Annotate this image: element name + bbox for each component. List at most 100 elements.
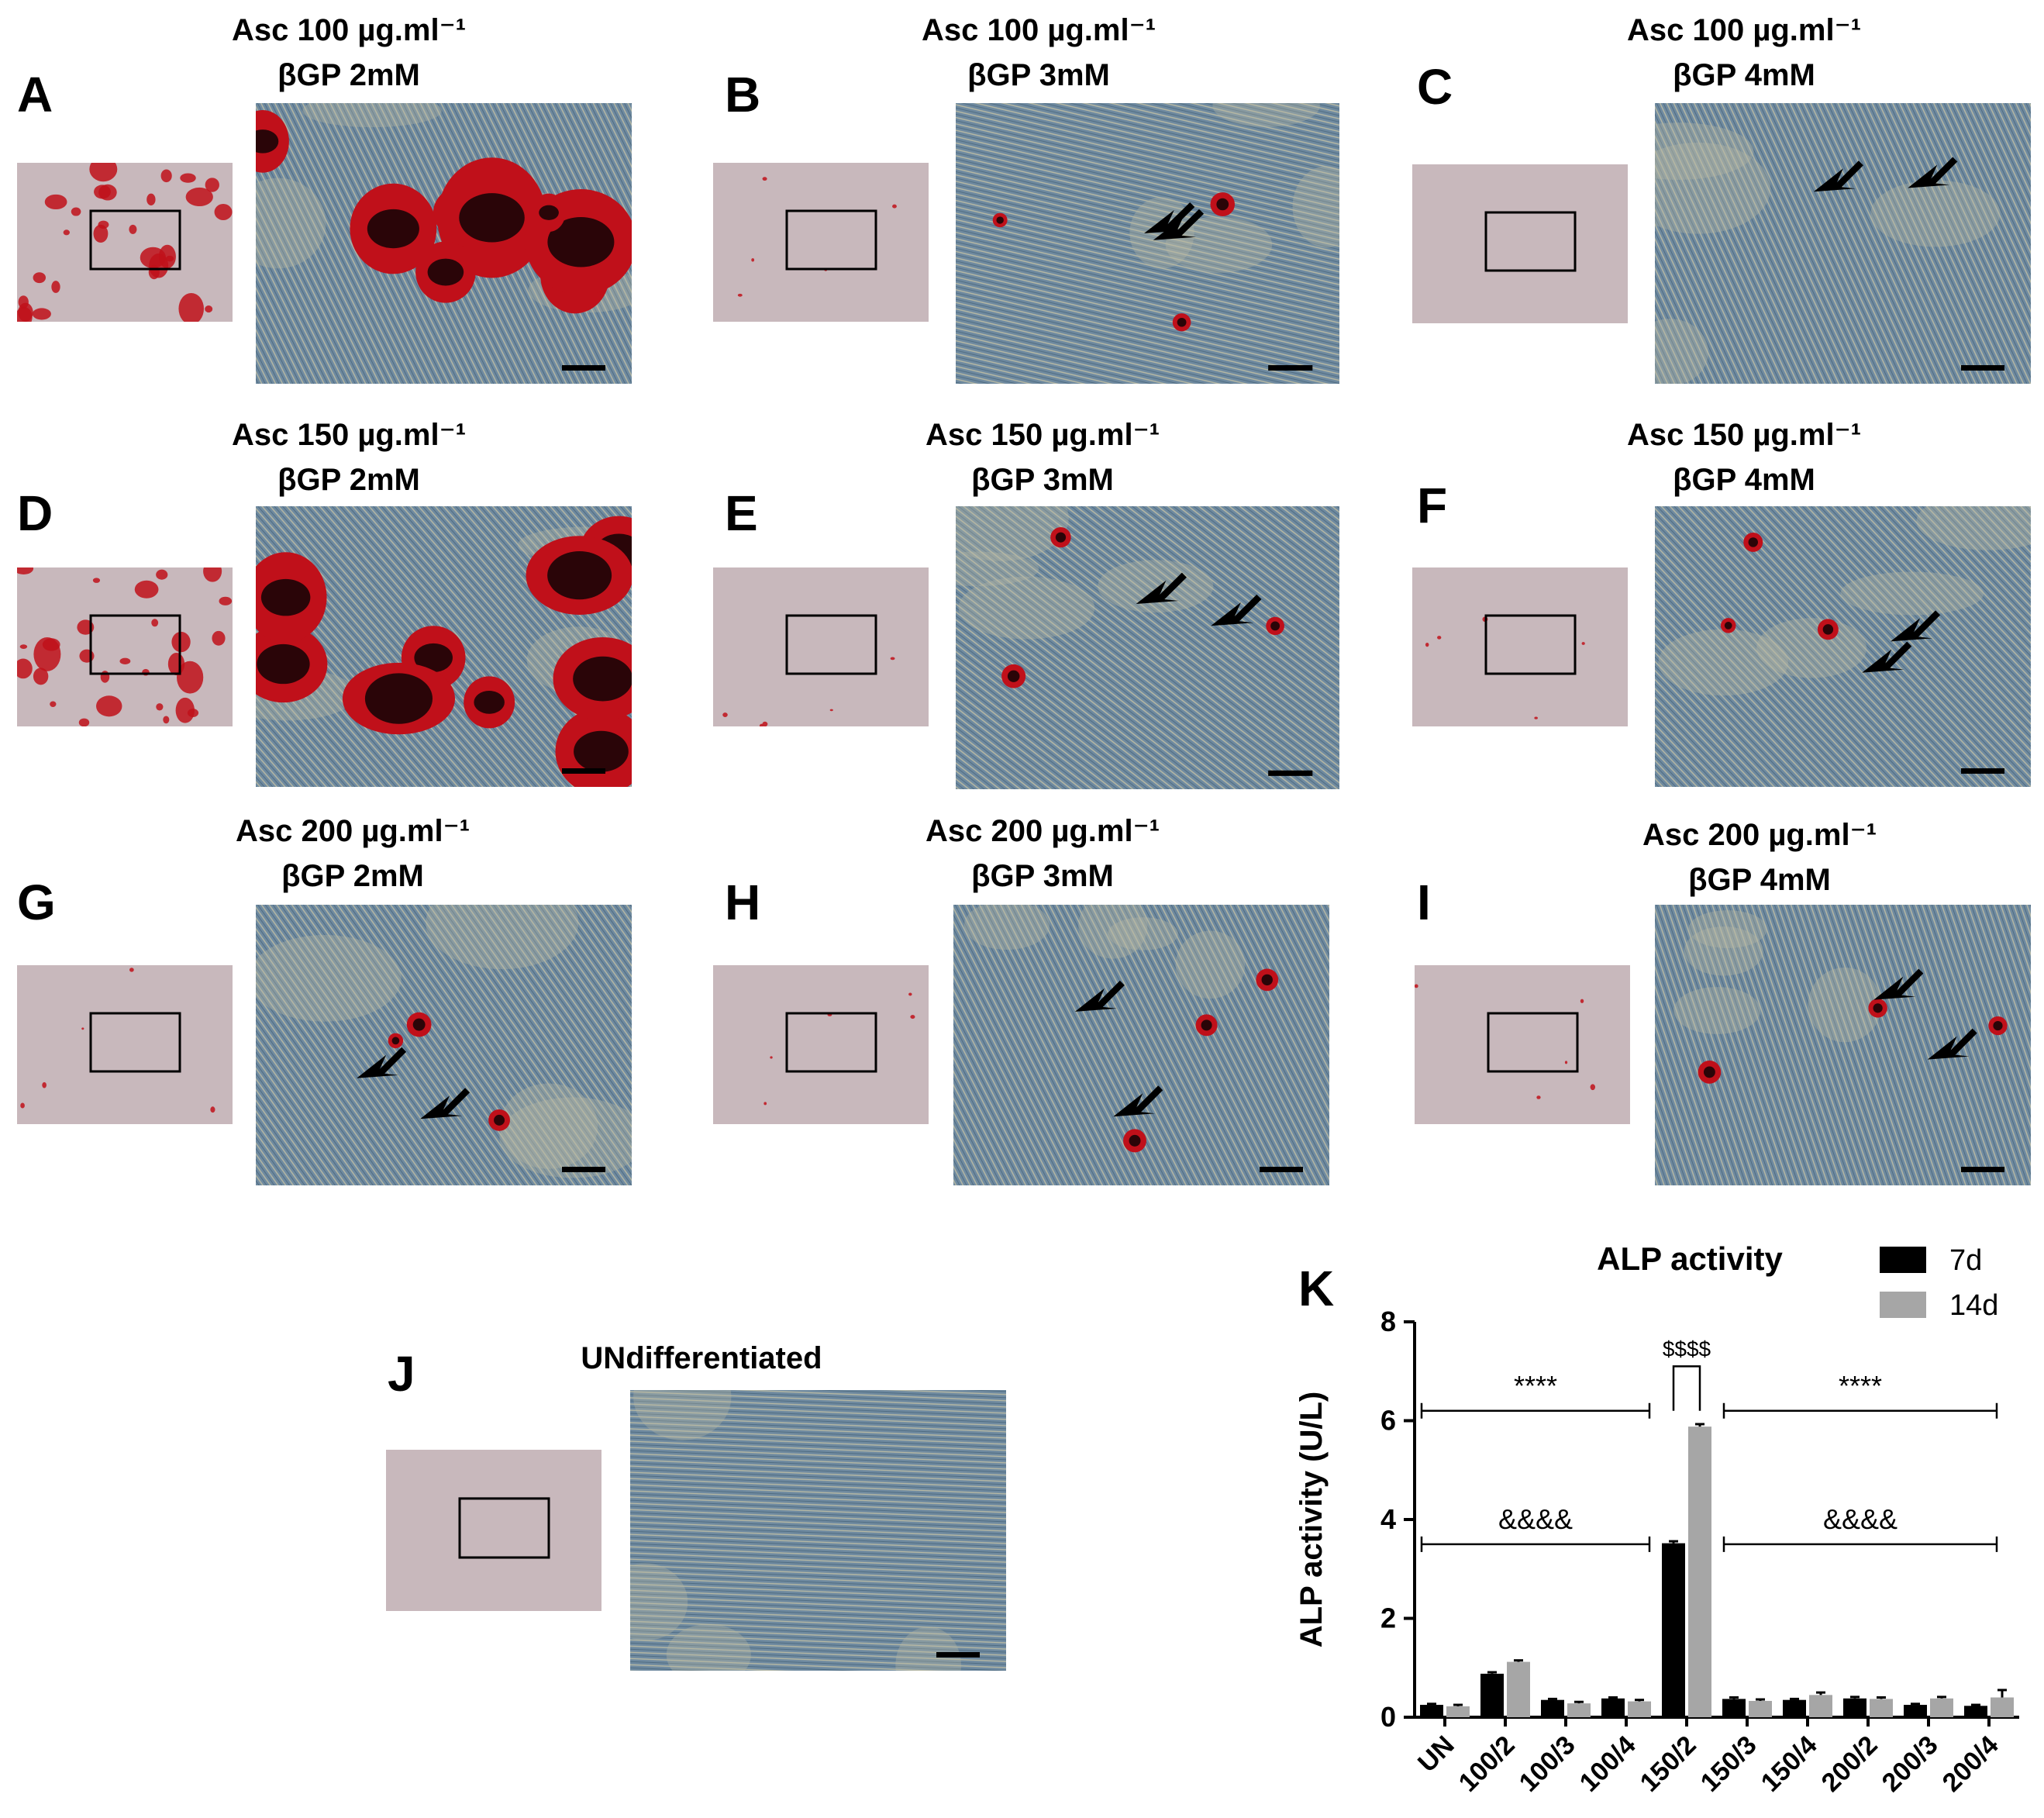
y-tick-label: 4 (1380, 1503, 1396, 1535)
significance-dollar: $$$$ (1663, 1337, 1711, 1361)
y-axis-label: ALP activity (U/L) (1294, 1392, 1329, 1647)
panel-title-f: Asc 150 µg.ml⁻¹ βGP 4mM (1542, 412, 1946, 502)
bar-14d-150/3 (1749, 1700, 1772, 1717)
x-tick-label: 200/3 (1877, 1730, 1944, 1798)
bar-7d-150/4 (1783, 1699, 1806, 1717)
x-tick-label: 150/3 (1695, 1730, 1763, 1798)
panel-letter-e: E (725, 485, 758, 541)
panel-title-e: Asc 150 µg.ml⁻¹ βGP 3mM (841, 412, 1244, 502)
panel-title-j: UNdifferentiated (500, 1336, 903, 1381)
significance-amp-right: &&&& (1823, 1503, 1898, 1535)
micrograph-high-mag (953, 905, 1329, 1185)
y-tick-label: 6 (1380, 1405, 1396, 1437)
significance-amp-left: &&&& (1498, 1503, 1573, 1535)
panel-title-asc: Asc 150 µg.ml⁻¹ (231, 418, 467, 452)
panel-letter-k: K (1298, 1261, 1335, 1316)
panel-title-bgp: βGP 4mM (1673, 463, 1815, 497)
bar-7d-150/3 (1722, 1699, 1746, 1717)
legend-label-7d: 7d (1949, 1244, 1982, 1277)
y-tick-label: 2 (1380, 1602, 1396, 1634)
bar-14d-UN (1446, 1706, 1470, 1717)
panel-title-undiff: UNdifferentiated (581, 1341, 822, 1375)
y-tick-label: 8 (1380, 1306, 1396, 1337)
micrograph-low-mag (17, 163, 233, 322)
significance-stars-left: **** (1514, 1370, 1557, 1402)
panel-title-asc: Asc 200 µg.ml⁻¹ (235, 814, 470, 848)
panel-title-a: Asc 100 µg.ml⁻¹ βGP 2mM (147, 8, 550, 98)
bar-7d-200/3 (1904, 1705, 1927, 1717)
panel-letter-b: B (725, 67, 761, 122)
panel-letter-c: C (1417, 59, 1453, 115)
x-tick-label: 200/4 (1937, 1730, 2004, 1798)
micrograph-high-mag (956, 506, 1339, 789)
panel-title-c: Asc 100 µg.ml⁻¹ βGP 4mM (1542, 8, 1946, 98)
bar-7d-200/4 (1964, 1706, 1987, 1717)
significance-stars-right: **** (1839, 1370, 1882, 1402)
bar-14d-150/2 (1688, 1426, 1711, 1717)
panel-title-asc: Asc 100 µg.ml⁻¹ (231, 13, 467, 47)
legend-label-14d: 14d (1949, 1289, 1998, 1322)
panel-title-asc: Asc 150 µg.ml⁻¹ (1626, 418, 1862, 452)
legend-swatch-7d (1880, 1247, 1926, 1273)
panel-letter-h: H (725, 875, 761, 930)
x-tick-label: 150/4 (1756, 1730, 1823, 1798)
panel-letter-a: A (17, 67, 53, 122)
bar-7d-200/2 (1843, 1698, 1866, 1717)
x-tick-label: 100/3 (1514, 1730, 1581, 1798)
panel-title-asc: Asc 100 µg.ml⁻¹ (1626, 13, 1862, 47)
micrograph-low-mag (713, 567, 929, 726)
micrograph-high-mag (1655, 103, 2031, 384)
significance-bracket-dollar (1672, 1365, 1701, 1411)
panel-title-d: Asc 150 µg.ml⁻¹ βGP 2mM (147, 412, 550, 502)
panel-title-h: Asc 200 µg.ml⁻¹ βGP 3mM (841, 809, 1244, 899)
x-tick-label: 200/2 (1816, 1730, 1884, 1798)
y-tick-label: 0 (1380, 1701, 1396, 1733)
micrograph-high-mag (630, 1390, 1006, 1671)
panel-title-bgp: βGP 3mM (967, 58, 1110, 92)
x-tick-label: UN (1412, 1730, 1460, 1778)
bar-7d-UN (1420, 1705, 1443, 1717)
panel-letter-d: D (17, 485, 53, 541)
bar-7d-100/3 (1541, 1699, 1564, 1717)
panel-title-bgp: βGP 4mM (1673, 58, 1815, 92)
micrograph-low-mag (1412, 567, 1628, 726)
micrograph-low-mag (17, 965, 233, 1124)
micrograph-low-mag (1415, 965, 1630, 1124)
micrograph-low-mag (386, 1450, 601, 1611)
micrograph-low-mag (713, 965, 929, 1124)
panel-letter-i: I (1417, 875, 1431, 930)
micrograph-high-mag (956, 103, 1339, 384)
panel-title-bgp: βGP 4mM (1688, 863, 1831, 897)
panel-title-asc: Asc 150 µg.ml⁻¹ (925, 418, 1160, 452)
x-tick-label: 150/2 (1635, 1730, 1702, 1798)
micrograph-high-mag (256, 506, 632, 787)
bar-14d-100/4 (1628, 1701, 1651, 1717)
x-tick-label: 100/4 (1574, 1730, 1642, 1798)
bar-14d-100/2 (1507, 1661, 1530, 1717)
chart-title: ALP activity (1597, 1240, 1783, 1277)
bar-14d-200/2 (1870, 1699, 1893, 1717)
micrograph-low-mag (713, 163, 929, 322)
micrograph-low-mag (1412, 164, 1628, 323)
panel-title-bgp: βGP 2mM (277, 463, 420, 497)
panel-title-asc: Asc 200 µg.ml⁻¹ (925, 814, 1160, 848)
panel-title-asc: Asc 200 µg.ml⁻¹ (1642, 818, 1877, 852)
panel-title-bgp: βGP 2mM (281, 859, 424, 893)
x-tick-label: 100/2 (1453, 1730, 1521, 1798)
bar-14d-200/4 (1991, 1697, 2014, 1717)
panel-title-i: Asc 200 µg.ml⁻¹ βGP 4mM (1558, 812, 1961, 902)
micrograph-high-mag (256, 103, 632, 384)
bar-7d-150/2 (1662, 1543, 1685, 1717)
bar-14d-150/4 (1809, 1695, 1832, 1717)
panel-letter-j: J (388, 1346, 415, 1402)
panel-title-asc: Asc 100 µg.ml⁻¹ (921, 13, 1156, 47)
micrograph-high-mag (256, 905, 632, 1185)
panel-title-b: Asc 100 µg.ml⁻¹ βGP 3mM (837, 8, 1240, 98)
bar-7d-100/4 (1601, 1698, 1625, 1717)
bar-7d-100/2 (1480, 1673, 1504, 1717)
panel-letter-g: G (17, 875, 56, 930)
bar-14d-200/3 (1930, 1698, 1953, 1717)
panel-title-bgp: βGP 3mM (971, 859, 1114, 893)
alp-activity-chart: ALP activity 7d 14d 0 2 4 6 8 ALP activity (U/L)… (1294, 1240, 2019, 1798)
panel-title-bgp: βGP 3mM (971, 463, 1114, 497)
